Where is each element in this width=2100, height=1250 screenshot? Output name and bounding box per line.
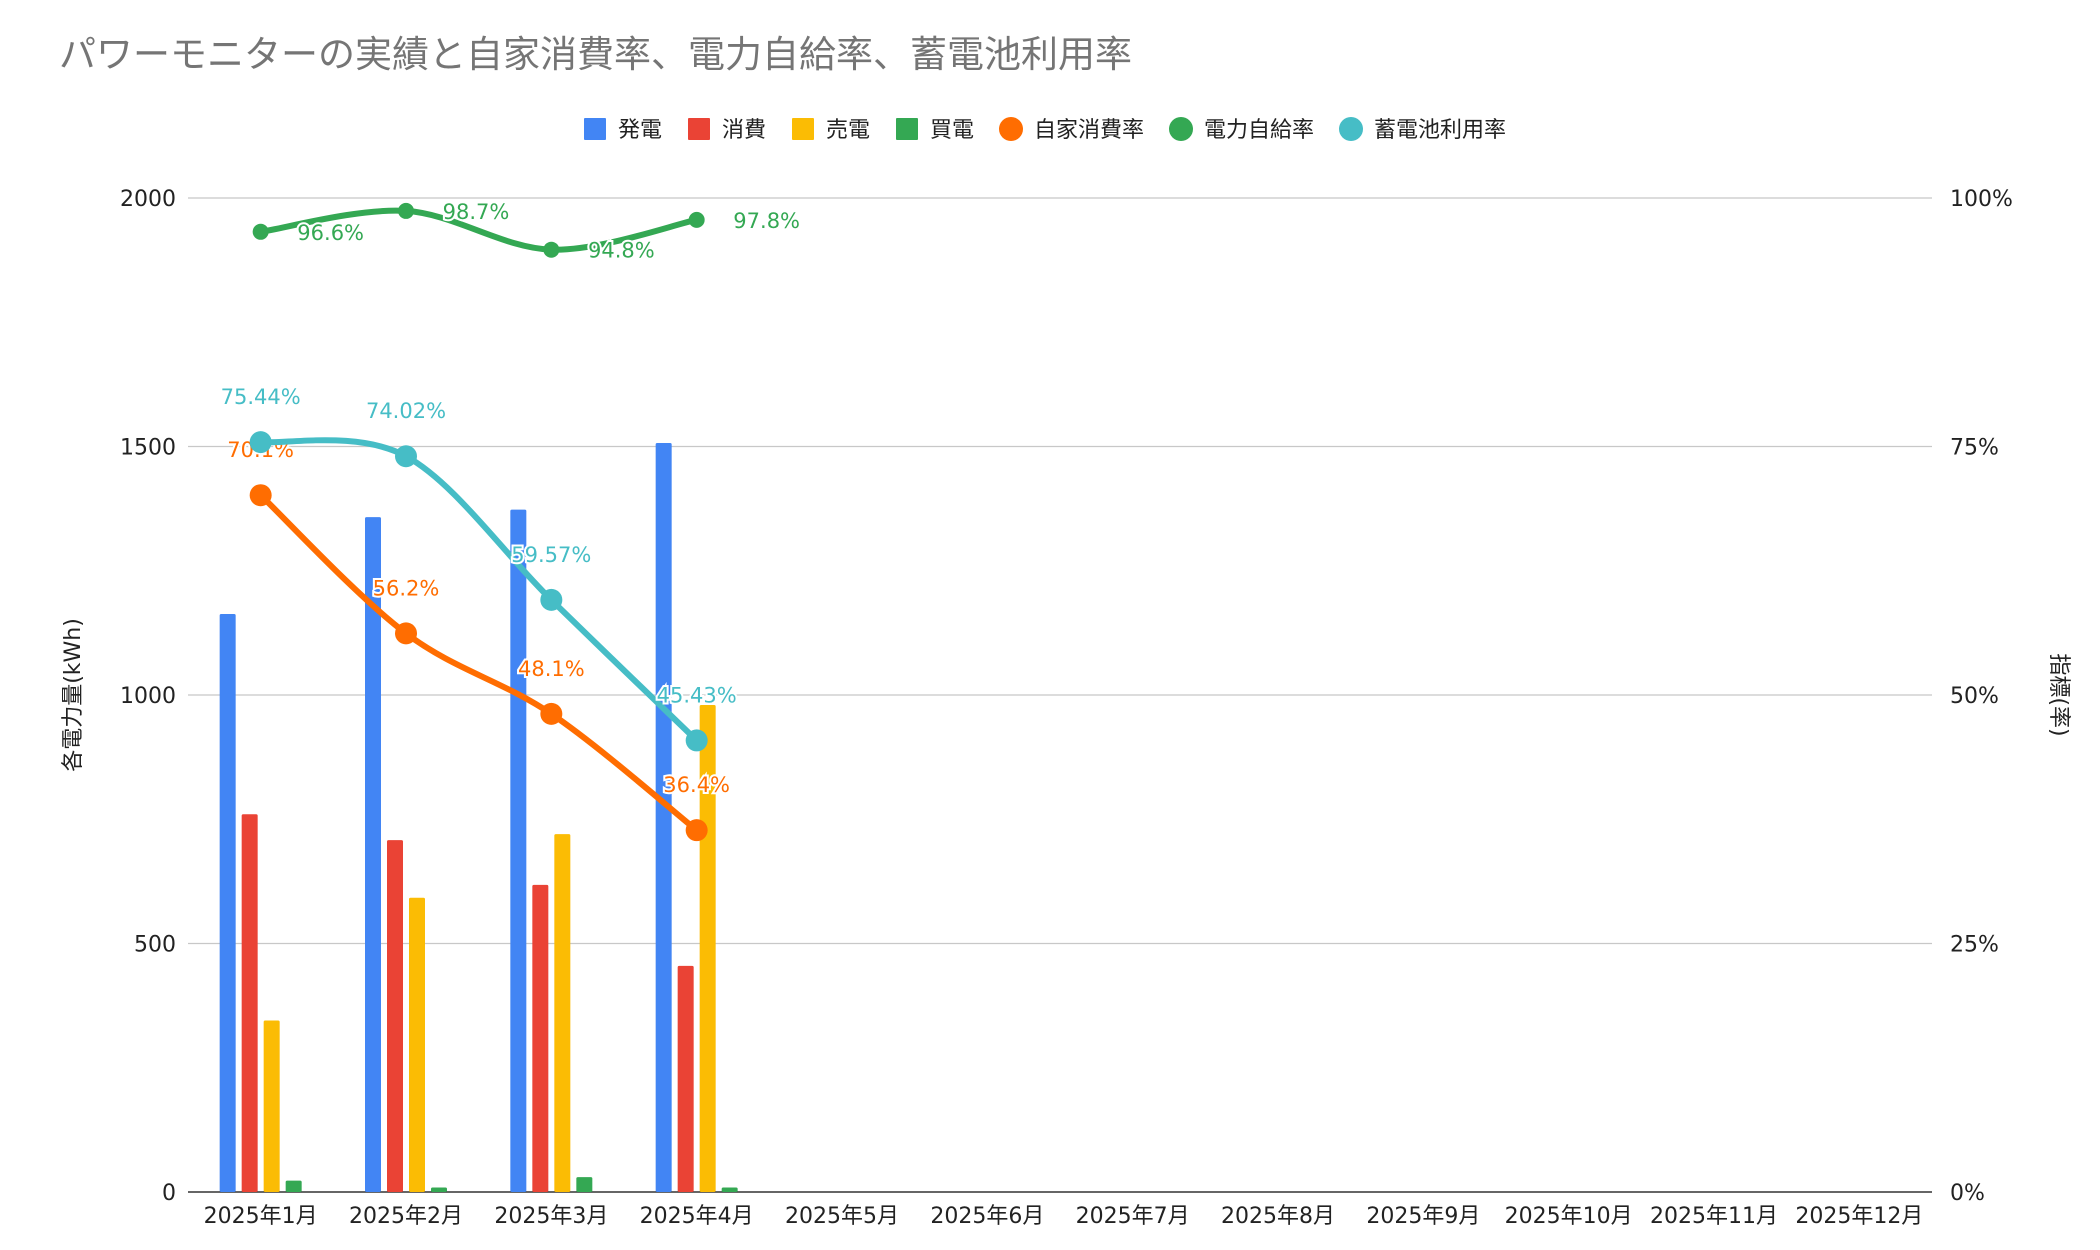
legend-label-消費: 消費: [722, 118, 766, 143]
x-tick-label: 2025年11月: [1650, 1204, 1778, 1229]
legend-label-蓄電池利用率: 蓄電池利用率: [1374, 118, 1506, 143]
bar-売電: [409, 897, 425, 1192]
point-蓄電池利用率: [685, 729, 708, 752]
bar-買電: [721, 1187, 738, 1192]
data-label-蓄電池利用率: 59.57%: [511, 543, 591, 567]
y2-tick-label: 50%: [1950, 684, 1999, 709]
legend-swatch-発電: [584, 118, 606, 140]
legend-swatch-自家消費率: [999, 117, 1023, 141]
bar-消費: [387, 840, 403, 1192]
point-自家消費率: [395, 622, 417, 645]
data-label-電力自給率: 96.6%: [297, 221, 364, 245]
data-label-電力自給率: 94.8%: [588, 239, 655, 263]
y-axis-title: 各電力量(kWh): [61, 618, 86, 772]
legend-label-電力自給率: 電力自給率: [1204, 118, 1314, 143]
y2-tick-label: 100%: [1950, 187, 2013, 212]
legend-swatch-消費: [688, 118, 710, 140]
point-電力自給率: [398, 202, 414, 219]
point-電力自給率: [688, 211, 705, 228]
x-tick-label: 2025年1月: [204, 1204, 318, 1229]
point-電力自給率: [252, 223, 269, 240]
x-tick-label: 2025年8月: [1221, 1204, 1335, 1229]
y-tick-label: 2000: [120, 187, 176, 212]
bar-発電: [219, 613, 236, 1192]
data-label-自家消費率: 48.1%: [518, 657, 585, 681]
legend-swatch-売電: [792, 118, 814, 140]
y-tick-label: 0: [162, 1181, 176, 1206]
x-tick-label: 2025年4月: [640, 1204, 754, 1229]
bar-発電: [510, 509, 527, 1192]
data-label-蓄電池利用率: 75.44%: [221, 385, 301, 409]
bar-消費: [241, 814, 258, 1192]
point-蓄電池利用率: [540, 588, 563, 611]
legend-label-売電: 売電: [826, 118, 870, 143]
y2-tick-label: 0%: [1950, 1181, 1985, 1206]
x-tick-label: 2025年2月: [349, 1204, 463, 1229]
point-蓄電池利用率: [395, 445, 417, 468]
y2-axis-title: 指標(率): [2046, 653, 2071, 736]
data-label-電力自給率: 98.7%: [443, 200, 510, 224]
data-label-蓄電池利用率: 45.43%: [657, 683, 737, 707]
data-label-電力自給率: 97.8%: [733, 209, 800, 233]
legend-swatch-電力自給率: [1169, 117, 1193, 141]
bar-売電: [263, 1020, 280, 1192]
bar-売電: [554, 834, 571, 1192]
bar-買電: [576, 1177, 593, 1192]
y-tick-label: 1000: [120, 684, 176, 709]
data-label-蓄電池利用率: 74.02%: [366, 399, 446, 423]
y-tick-label: 1500: [120, 436, 176, 461]
bar-買電: [431, 1187, 447, 1192]
data-label-自家消費率: 36.4%: [663, 773, 730, 797]
legend-label-発電: 発電: [618, 118, 662, 143]
x-tick-label: 2025年5月: [785, 1204, 899, 1229]
legend-label-買電: 買電: [930, 118, 974, 143]
chart-title: パワーモニターの実績と自家消費率、電力自給率、蓄電池利用率: [59, 33, 1132, 76]
data-label-自家消費率: 56.2%: [373, 576, 440, 600]
line-自家消費率: [257, 492, 700, 834]
point-電力自給率: [543, 241, 560, 258]
x-tick-label: 2025年10月: [1505, 1204, 1633, 1229]
x-tick-label: 2025年7月: [1076, 1204, 1190, 1229]
point-自家消費率: [249, 484, 272, 507]
y2-tick-label: 25%: [1950, 933, 1999, 958]
y2-tick-label: 75%: [1950, 436, 1999, 461]
x-tick-label: 2025年6月: [930, 1204, 1044, 1229]
legend-label-自家消費率: 自家消費率: [1034, 118, 1144, 143]
point-蓄電池利用率: [249, 431, 272, 454]
legend-swatch-蓄電池利用率: [1339, 117, 1363, 141]
line-電力自給率: [257, 207, 700, 253]
bar-発電: [365, 517, 381, 1192]
point-自家消費率: [540, 702, 563, 725]
legend-swatch-買電: [896, 118, 918, 140]
x-tick-label: 2025年12月: [1795, 1204, 1923, 1229]
bar-発電: [655, 443, 672, 1192]
x-tick-label: 2025年3月: [494, 1204, 608, 1229]
y-tick-label: 500: [134, 933, 176, 958]
bar-消費: [677, 965, 694, 1192]
point-自家消費率: [685, 819, 708, 842]
bar-消費: [532, 884, 549, 1192]
bar-買電: [285, 1180, 302, 1192]
x-tick-label: 2025年9月: [1366, 1204, 1480, 1229]
line-蓄電池利用率: [257, 437, 700, 744]
